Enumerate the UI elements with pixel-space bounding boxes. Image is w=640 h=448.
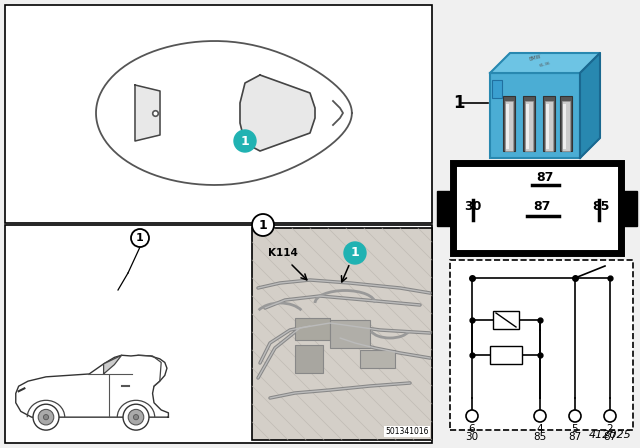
Circle shape — [38, 409, 54, 425]
Circle shape — [569, 410, 581, 422]
Circle shape — [344, 242, 366, 264]
Text: 87: 87 — [533, 199, 550, 212]
Circle shape — [131, 229, 149, 247]
Bar — [295, 318, 330, 340]
Text: 6: 6 — [468, 424, 476, 434]
Text: 412025: 412025 — [589, 430, 632, 440]
Polygon shape — [104, 355, 122, 374]
Text: 30: 30 — [465, 432, 479, 442]
Text: 4: 4 — [537, 424, 543, 434]
Bar — [490, 346, 522, 364]
Polygon shape — [135, 85, 160, 141]
Bar — [560, 96, 572, 151]
Bar — [545, 101, 553, 151]
Text: 87: 87 — [536, 171, 554, 184]
Bar — [526, 104, 529, 149]
Polygon shape — [240, 75, 315, 151]
Text: BMW: BMW — [528, 54, 541, 62]
Bar — [563, 104, 566, 149]
Bar — [621, 191, 637, 226]
Text: 1: 1 — [241, 134, 250, 147]
Circle shape — [44, 414, 49, 420]
Circle shape — [466, 410, 478, 422]
Text: 501341016: 501341016 — [385, 427, 429, 436]
Bar — [546, 104, 549, 149]
Bar — [492, 80, 502, 98]
Bar — [5, 225, 432, 443]
Bar — [506, 104, 509, 149]
Bar — [360, 350, 395, 368]
Circle shape — [252, 214, 274, 236]
Bar — [503, 96, 515, 151]
Polygon shape — [16, 355, 168, 417]
Bar — [295, 345, 323, 373]
Circle shape — [128, 409, 144, 425]
FancyBboxPatch shape — [490, 73, 580, 158]
Circle shape — [33, 404, 59, 430]
Text: 61.36: 61.36 — [539, 61, 551, 69]
Bar — [543, 96, 555, 151]
Circle shape — [123, 404, 149, 430]
Text: 1: 1 — [351, 246, 360, 259]
Bar — [562, 101, 570, 151]
Bar — [523, 96, 535, 151]
Text: 85: 85 — [592, 199, 610, 212]
Text: 5: 5 — [572, 424, 579, 434]
Text: 30: 30 — [464, 199, 482, 212]
Bar — [453, 163, 621, 253]
Circle shape — [133, 414, 139, 420]
Circle shape — [234, 130, 256, 152]
Text: 2: 2 — [607, 424, 613, 434]
Polygon shape — [580, 53, 600, 158]
Text: 1: 1 — [259, 219, 268, 232]
Text: 87: 87 — [604, 432, 616, 442]
Bar — [493, 311, 519, 329]
Bar — [252, 228, 432, 440]
Text: 1: 1 — [453, 94, 465, 112]
Circle shape — [534, 410, 546, 422]
Bar — [437, 191, 453, 226]
Text: 1: 1 — [136, 233, 144, 243]
Bar — [505, 101, 513, 151]
Text: 87: 87 — [568, 432, 582, 442]
Polygon shape — [490, 53, 600, 73]
Text: K114: K114 — [268, 248, 298, 258]
Bar — [525, 101, 533, 151]
Circle shape — [604, 410, 616, 422]
Polygon shape — [96, 41, 352, 185]
Bar — [450, 260, 633, 430]
Bar — [330, 320, 370, 348]
Text: 85: 85 — [533, 432, 547, 442]
Bar — [5, 5, 432, 223]
